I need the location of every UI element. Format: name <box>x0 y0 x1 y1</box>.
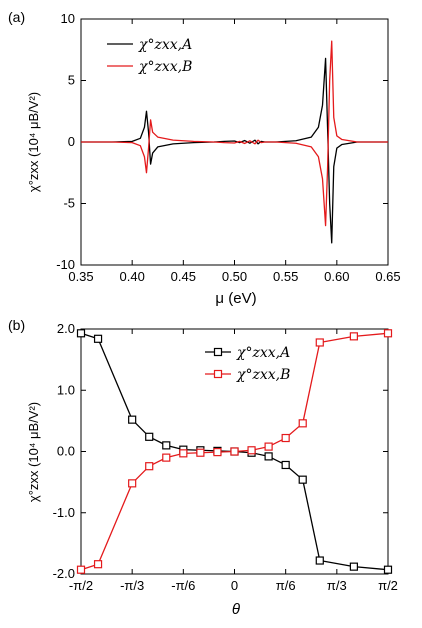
legend-label-b-1: χ°zxx,B <box>236 367 290 383</box>
point-b-1-8 <box>230 447 239 456</box>
point-b-1-10 <box>264 442 273 451</box>
y-tick-label-a-4: 10 <box>61 11 75 26</box>
point-b-0-13 <box>315 556 324 565</box>
point-b-1-12 <box>298 419 307 428</box>
point-b-1-11 <box>281 433 290 443</box>
x-tick-label-a-1: 0.40 <box>120 269 145 284</box>
y-tick-label-b-3: 1.0 <box>57 382 75 397</box>
panel-b-series <box>76 329 393 574</box>
legend-marker-b-0 <box>213 347 223 357</box>
point-b-0-14 <box>349 562 358 571</box>
y-tick-label-b-0: -2.0 <box>53 566 75 581</box>
point-b-1-14 <box>349 332 358 341</box>
point-b-1-2 <box>128 479 137 488</box>
panel-a-series <box>81 40 388 244</box>
point-b-0-2 <box>128 415 137 424</box>
panel-b-xlabel: θ <box>232 601 240 618</box>
y-tick-label-a-3: 5 <box>68 73 75 88</box>
point-b-1-7 <box>213 448 222 457</box>
x-tick-label-a-5: 0.60 <box>324 269 349 284</box>
x-tick-label-b-1: -π/3 <box>120 578 144 593</box>
x-tick-label-b-4: π/6 <box>276 578 296 593</box>
series-line-a-0 <box>81 57 388 244</box>
x-tick-label-b-2: -π/6 <box>171 578 195 593</box>
panel-a-legend: χ°zxx,A χ°zxx,B <box>107 37 192 75</box>
y-tick-label-b-4: 2.0 <box>57 321 75 336</box>
point-b-1-5 <box>179 449 188 458</box>
legend-label-a-1: χ°zxx,B <box>138 59 192 75</box>
x-tick-label-b-5: π/3 <box>327 578 347 593</box>
panel-b: (b) -π/2 -π/3 -π/6 0 π/6 π/3 π/2 -2.0 -1.0 0.0 1.0… <box>8 317 398 618</box>
point-b-1-1 <box>93 560 103 569</box>
x-tick-label-a-0: 0.35 <box>68 269 93 284</box>
point-b-0-15 <box>383 565 393 574</box>
panel-a: (a) 0.35 0.40 0.45 0.50 0.55 0.60 0.65 -10 -5 0 5 1… <box>8 9 401 307</box>
x-tick-label-b-6: π/2 <box>378 578 398 593</box>
x-tick-label-a-4: 0.55 <box>273 269 298 284</box>
y-tick-label-b-1: -1.0 <box>53 505 75 520</box>
series-line-a-1 <box>81 40 388 227</box>
y-tick-label-a-0: -10 <box>56 257 75 272</box>
legend-label-a-0: χ°zxx,A <box>138 37 192 53</box>
legend-marker-b-1 <box>213 369 223 379</box>
panel-a-label: (a) <box>8 9 25 25</box>
point-b-1-9 <box>247 446 256 455</box>
point-b-1-0 <box>76 565 86 574</box>
panel-b-legend: χ°zxx,A χ°zxx,B <box>205 345 290 383</box>
y-tick-label-a-2: 0 <box>68 134 75 149</box>
point-b-1-3 <box>145 462 154 471</box>
point-b-1-13 <box>315 338 324 347</box>
x-tick-label-a-3: 0.50 <box>222 269 247 284</box>
point-b-0-10 <box>264 452 273 461</box>
point-b-1-6 <box>196 448 205 457</box>
panel-b-ticks: -π/2 -π/3 -π/6 0 π/6 π/3 π/2 -2.0 -1.0 0.0 1.0 2.0 <box>53 321 398 593</box>
point-b-0-4 <box>162 441 171 450</box>
panel-b-ylabel: χ°zxx (10⁴ μB/V²) <box>26 402 41 502</box>
panel-a-ylabel: χ°zxx (10⁴ μB/V²) <box>26 92 41 192</box>
panel-b-label: (b) <box>8 317 25 333</box>
y-tick-label-a-1: -5 <box>63 196 75 211</box>
point-b-0-1 <box>93 334 103 343</box>
point-b-0-0 <box>76 329 86 338</box>
series-line-b-1 <box>80 332 389 571</box>
legend-label-b-0: χ°zxx,A <box>236 345 290 361</box>
point-b-0-3 <box>145 432 154 441</box>
point-b-0-12 <box>298 475 307 484</box>
x-tick-label-a-6: 0.65 <box>375 269 400 284</box>
panel-a-ticks: 0.35 0.40 0.45 0.50 0.55 0.60 0.65 -10 -5 0 5 10 <box>56 11 400 284</box>
point-b-1-15 <box>383 329 393 338</box>
point-b-1-4 <box>162 453 171 462</box>
panel-a-xlabel: μ (eV) <box>215 290 256 307</box>
x-tick-label-b-3: 0 <box>231 578 238 593</box>
point-b-0-11 <box>281 460 290 470</box>
x-tick-label-b-0: -π/2 <box>69 578 93 593</box>
y-tick-label-b-2: 0.0 <box>57 444 75 459</box>
x-tick-label-a-2: 0.45 <box>171 269 196 284</box>
